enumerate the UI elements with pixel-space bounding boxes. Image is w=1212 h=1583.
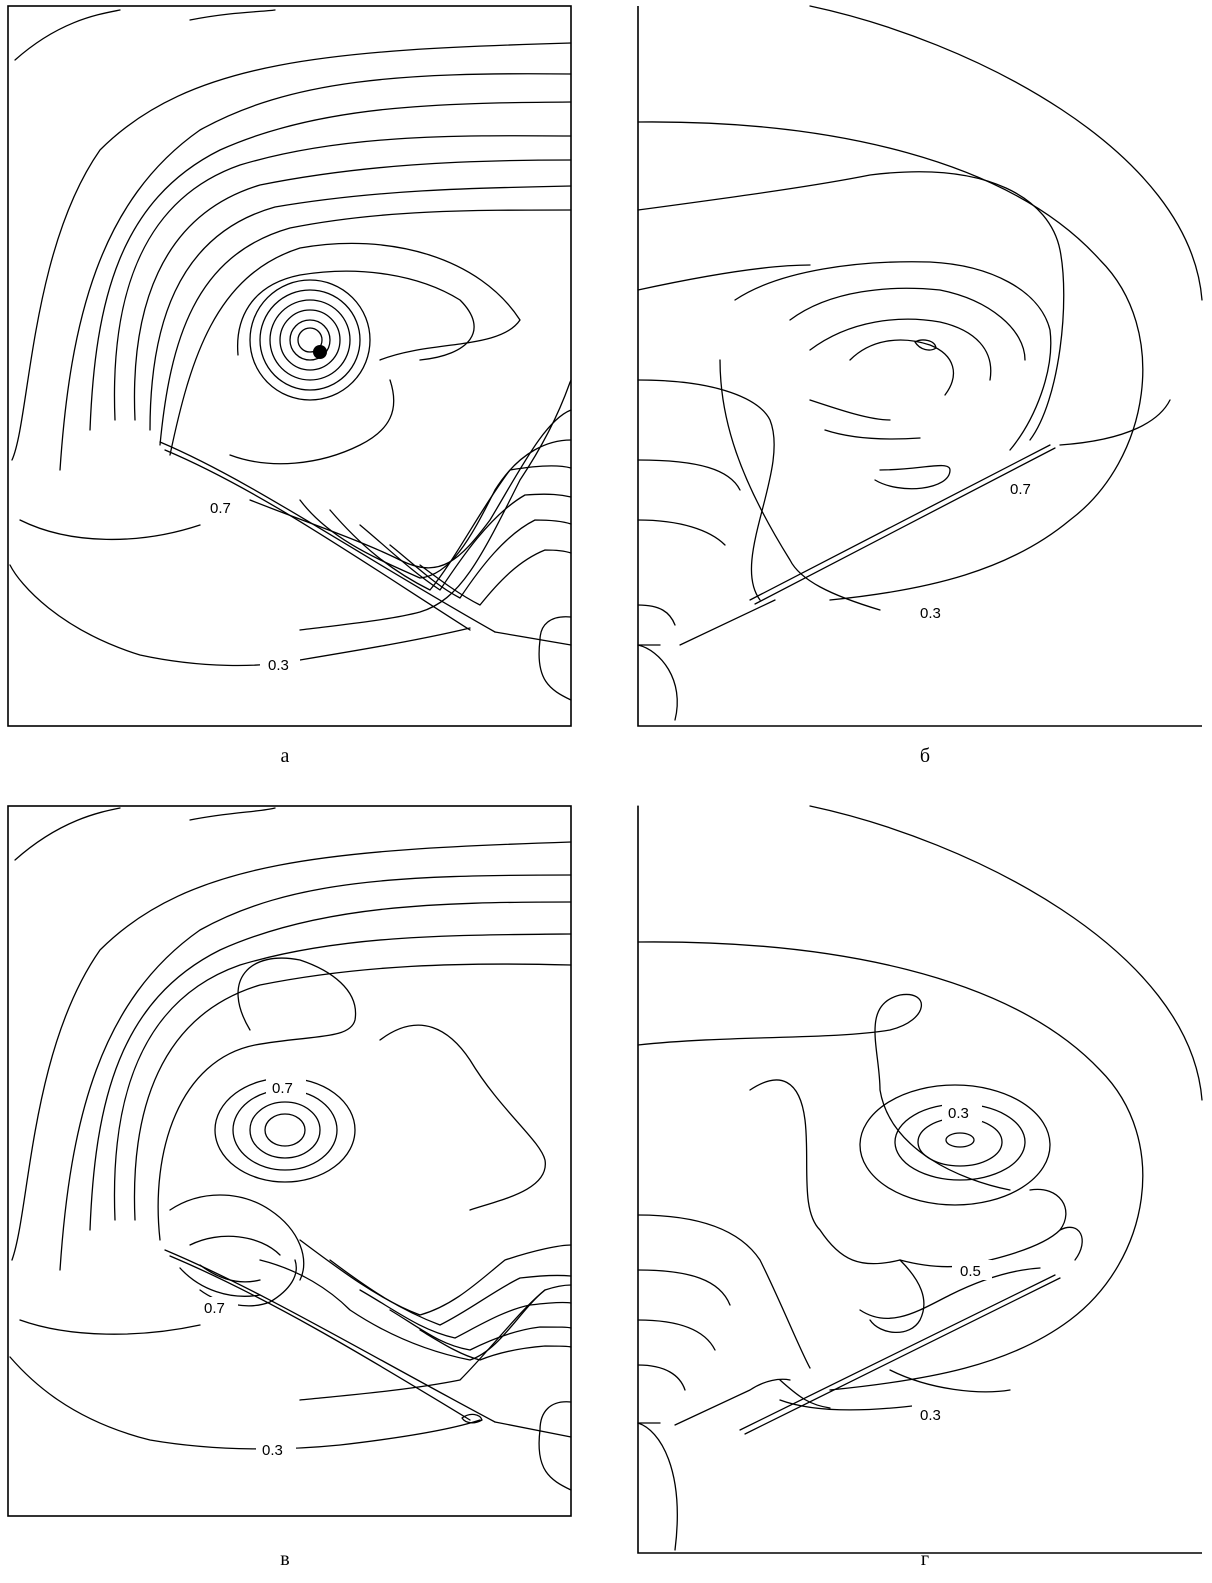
contour-label: 0.3 bbox=[948, 1105, 969, 1122]
panel-a: 0.7 0.3 bbox=[0, 0, 600, 790]
contour-label: 0.7 bbox=[1010, 481, 1031, 498]
panel-b: 0.7 0.3 bbox=[630, 0, 1212, 790]
contour-plot-b: 0.7 0.3 bbox=[637, 5, 1203, 727]
contour-plot-v: 0.7 0.7 0.3 bbox=[7, 805, 572, 1517]
plot-frame bbox=[7, 5, 572, 727]
panel-caption-b: б bbox=[919, 745, 931, 767]
contour-label: 0.7 bbox=[204, 1300, 225, 1317]
contour-label: 0.3 bbox=[262, 1442, 283, 1459]
contour-label: 0.7 bbox=[210, 500, 231, 517]
panel-g: 0.3 0.5 0.3 bbox=[630, 790, 1212, 1583]
plot-frame bbox=[7, 805, 572, 1517]
contour-label: 0.3 bbox=[920, 1407, 941, 1424]
contour-label: 0.3 bbox=[920, 605, 941, 622]
panel-caption-v: в bbox=[280, 1548, 290, 1570]
plot-frame bbox=[637, 806, 1202, 1554]
panel-caption-a: а bbox=[280, 745, 290, 767]
contour-label: 0.7 bbox=[272, 1080, 293, 1097]
plot-frame bbox=[637, 6, 1202, 727]
contour-label: 0.5 bbox=[960, 1263, 981, 1280]
panel-v: 0.7 0.7 0.3 bbox=[0, 790, 600, 1583]
contour-plot-a: 0.7 0.3 bbox=[7, 5, 572, 727]
panel-caption-g: г bbox=[920, 1548, 930, 1570]
contour-label: 0.3 bbox=[268, 657, 289, 674]
contour-plot-g: 0.3 0.5 0.3 bbox=[637, 805, 1203, 1554]
